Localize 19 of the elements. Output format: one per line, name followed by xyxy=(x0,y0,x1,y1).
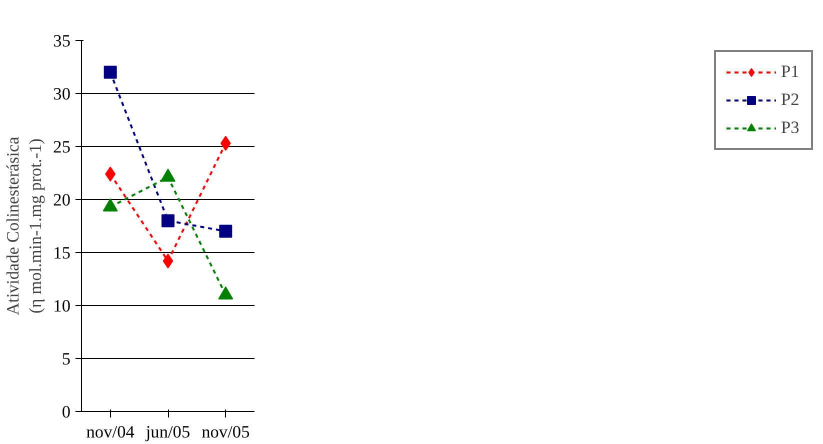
x-tick-label: nov/04 xyxy=(86,422,135,442)
y-tick-label: 10 xyxy=(53,296,70,316)
point xyxy=(162,214,174,228)
y-tick-label: 35 xyxy=(53,32,70,50)
point xyxy=(104,66,117,79)
legend-label: P2 xyxy=(781,90,800,110)
y-tick-label: 20 xyxy=(53,190,70,210)
point xyxy=(219,224,232,238)
x-tick-label: nov/05 xyxy=(202,422,250,442)
y-tick-label: 0 xyxy=(62,402,71,422)
y-tick-label: 15 xyxy=(53,244,70,262)
y-tick-label: 30 xyxy=(53,84,70,104)
y-tick-label: 5 xyxy=(62,350,71,368)
point xyxy=(162,253,174,268)
legend-label: P1 xyxy=(781,62,800,82)
x-tick-label: jun/05 xyxy=(144,422,190,442)
y-tick-label: 25 xyxy=(53,138,70,156)
y-axis-title: Atividade Colinesterásica (η mol.min-1.mg prot.-1) xyxy=(3,136,46,316)
legend-label: P3 xyxy=(781,118,800,138)
